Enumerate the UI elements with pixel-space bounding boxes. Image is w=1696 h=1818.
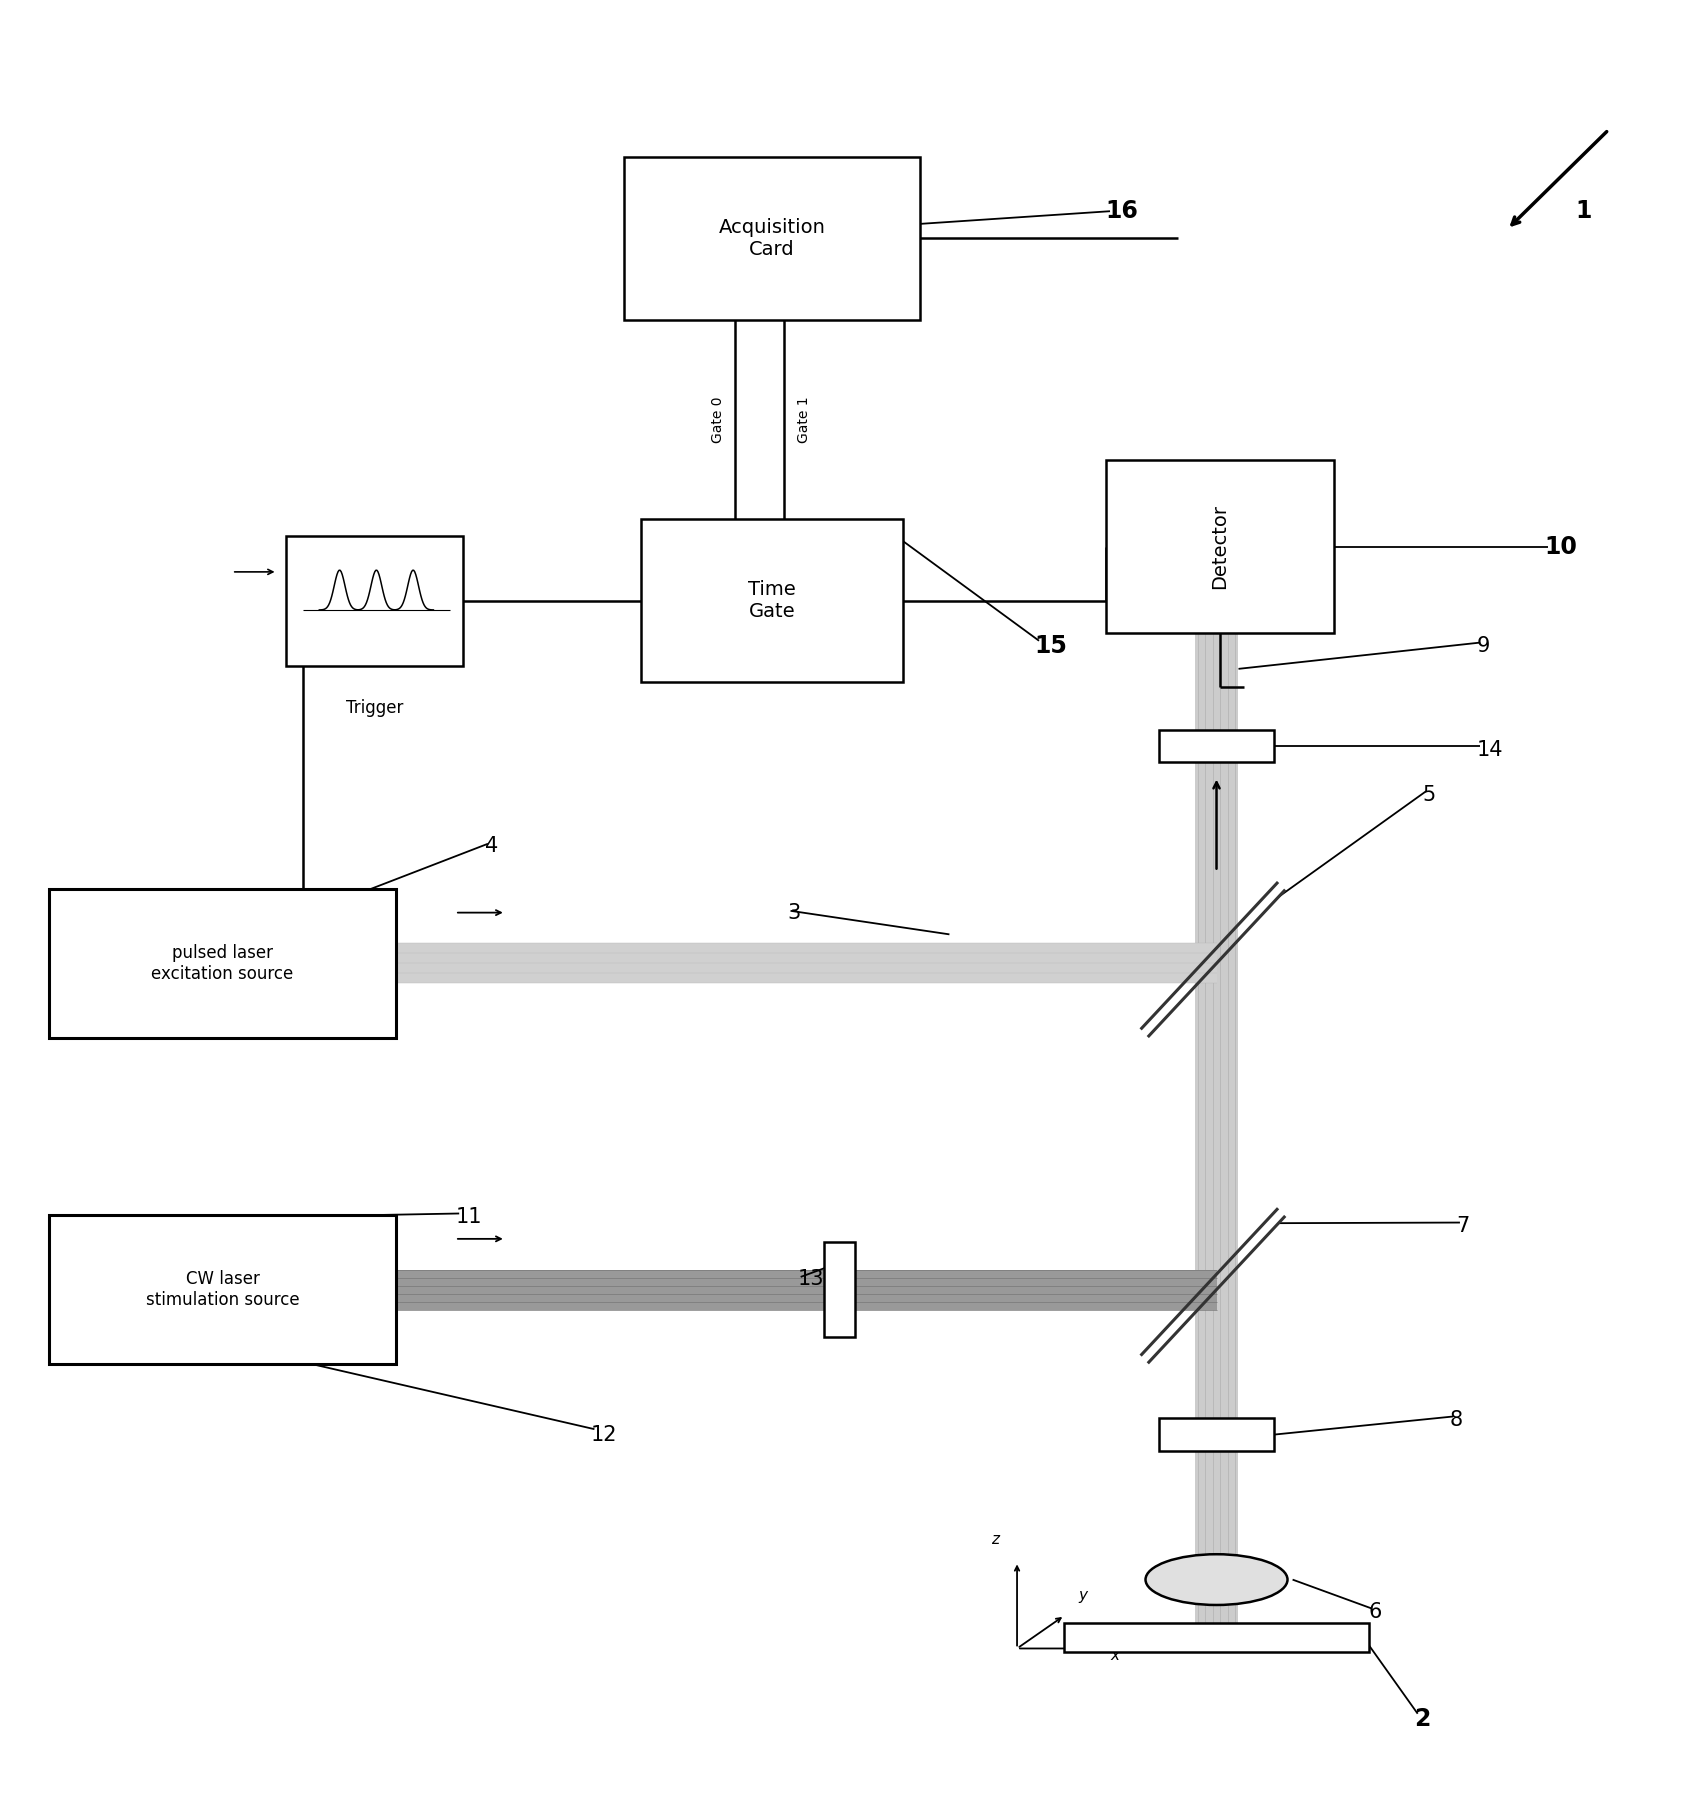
Text: 3: 3 xyxy=(787,902,801,922)
Text: 16: 16 xyxy=(1106,200,1138,224)
Text: 1: 1 xyxy=(1576,200,1591,224)
Text: pulsed laser
excitation source: pulsed laser excitation source xyxy=(151,944,293,984)
Text: 6: 6 xyxy=(1369,1602,1382,1622)
Text: 13: 13 xyxy=(797,1269,824,1289)
Text: 5: 5 xyxy=(1423,785,1437,805)
Bar xyxy=(624,156,919,320)
Text: 15: 15 xyxy=(1035,634,1067,658)
Text: 2: 2 xyxy=(1414,1707,1431,1731)
Text: Detector: Detector xyxy=(1211,504,1230,589)
Bar xyxy=(287,536,463,665)
Ellipse shape xyxy=(1145,1554,1287,1605)
Text: 12: 12 xyxy=(590,1425,617,1445)
Bar xyxy=(824,1242,855,1336)
Bar xyxy=(1065,1623,1369,1653)
Text: x: x xyxy=(1109,1649,1119,1663)
Bar xyxy=(1158,1418,1274,1451)
Bar xyxy=(395,1269,1216,1309)
Text: 14: 14 xyxy=(1477,740,1503,760)
Bar xyxy=(1106,460,1335,633)
Text: CW laser
stimulation source: CW laser stimulation source xyxy=(146,1271,300,1309)
Text: 8: 8 xyxy=(1450,1411,1464,1431)
Text: 9: 9 xyxy=(1477,636,1491,656)
Text: Gate 0: Gate 0 xyxy=(711,396,724,444)
Bar xyxy=(641,520,902,682)
Text: Time
Gate: Time Gate xyxy=(748,580,795,622)
Text: y: y xyxy=(1079,1589,1087,1603)
Text: 4: 4 xyxy=(485,836,499,856)
Bar xyxy=(49,1214,395,1364)
Text: Gate 1: Gate 1 xyxy=(797,396,811,444)
Text: 7: 7 xyxy=(1457,1216,1470,1236)
Text: 10: 10 xyxy=(1545,534,1577,558)
Bar xyxy=(49,889,395,1038)
Bar xyxy=(1194,633,1238,1653)
Bar xyxy=(1158,729,1274,762)
Bar xyxy=(395,944,1216,984)
Text: Acquisition
Card: Acquisition Card xyxy=(719,218,826,258)
Text: 11: 11 xyxy=(456,1207,482,1227)
Text: Trigger: Trigger xyxy=(346,698,404,716)
Text: z: z xyxy=(990,1533,999,1547)
